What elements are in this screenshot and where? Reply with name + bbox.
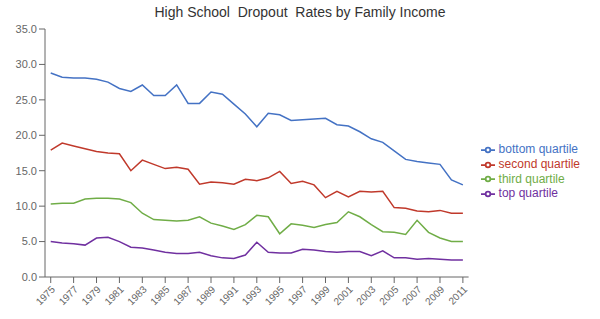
svg-text:5.0: 5.0 (22, 235, 37, 247)
html-text:second quartile: second quartile (498, 156, 580, 171)
svg-text:1983: 1983 (125, 283, 149, 307)
svg-text:1999: 1999 (308, 283, 332, 307)
svg-text:15.0: 15.0 (16, 165, 37, 177)
svg-text:2001: 2001 (331, 283, 355, 307)
svg-text:1993: 1993 (240, 283, 264, 307)
html-text:bottom quartile: bottom quartile (498, 141, 578, 156)
svg-text:30.0: 30.0 (16, 58, 37, 70)
svg-text:1987: 1987 (171, 283, 195, 307)
svg-text:1989: 1989 (194, 283, 218, 307)
svg-text:1975: 1975 (34, 283, 58, 307)
svg-text:2009: 2009 (423, 283, 447, 307)
svg-text:1991: 1991 (217, 283, 241, 307)
svg-text:2007: 2007 (400, 283, 424, 307)
svg-text:25.0: 25.0 (16, 94, 37, 106)
svg-text:10.0: 10.0 (16, 200, 37, 212)
svg-text:2005: 2005 (377, 283, 401, 307)
svg-text:1997: 1997 (286, 283, 310, 307)
svg-text:1981: 1981 (102, 283, 126, 307)
svg-text:1995: 1995 (263, 283, 287, 307)
svg-text:0.0: 0.0 (22, 271, 37, 283)
svg-text:1979: 1979 (79, 283, 103, 307)
svg-text:1985: 1985 (148, 283, 172, 307)
svg-text:35.0: 35.0 (16, 24, 37, 35)
html-text:third quartile: third quartile (498, 171, 565, 186)
svg-text:2003: 2003 (354, 283, 378, 307)
html-text:top quartile: top quartile (498, 186, 558, 201)
svg-text:20.0: 20.0 (16, 129, 37, 141)
svg-text:1977: 1977 (57, 283, 81, 307)
html-text:High School Dropout Rates by F: High School Dropout Rates by Family Inco… (154, 4, 446, 20)
svg-text:2011: 2011 (446, 283, 469, 306)
